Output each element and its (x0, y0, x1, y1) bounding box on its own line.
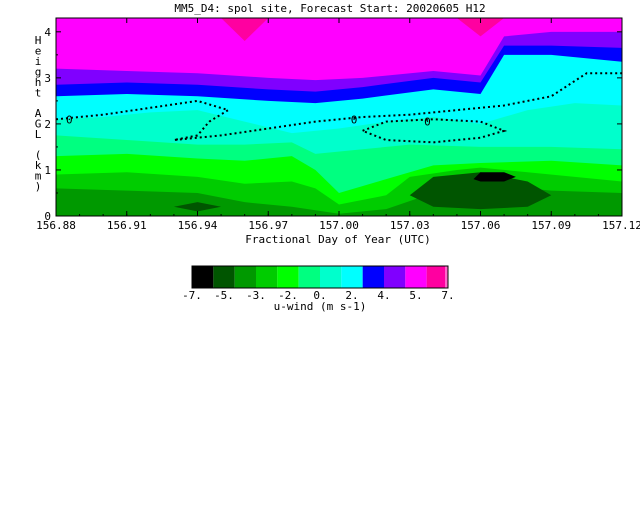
colorbar-swatch (362, 266, 384, 288)
x-axis-label: Fractional Day of Year (UTC) (245, 233, 430, 246)
y-tick-label: 4 (44, 26, 51, 39)
x-tick-label: 157.06 (461, 219, 501, 232)
colorbar-frame (191, 265, 449, 289)
y-axis-label-char: g (35, 66, 42, 79)
colorbar-tick-label: 2. (345, 289, 358, 302)
y-axis-label-char: A (35, 107, 42, 120)
colorbar-swatch (234, 266, 256, 288)
colorbar-swatch (213, 266, 235, 288)
colorbar-swatch (405, 266, 427, 288)
x-tick-label: 156.94 (178, 219, 218, 232)
x-tick-label: 156.88 (36, 219, 76, 232)
colorbar-swatch (341, 266, 363, 288)
y-tick-label: 1 (44, 164, 51, 177)
y-axis-label-char: e (35, 45, 42, 58)
colorbar-swatch (192, 266, 214, 288)
y-tick-label: 0 (44, 210, 51, 223)
y-tick-label: 3 (44, 72, 51, 85)
colorbar-tick-label: -2. (278, 289, 298, 302)
blob-top-hotpink-1 (221, 18, 269, 42)
colorbar-label: u-wind (m s-1) (274, 300, 367, 313)
chart-title: MM5_D4: spol site, Forecast Start: 20020… (174, 2, 485, 15)
blob-darkest-green (409, 172, 552, 210)
colorbar-tick-label: 0. (313, 289, 326, 302)
contour-label: 0 (66, 113, 73, 126)
colorbar-swatch (426, 266, 448, 288)
colorbar-tick-label: -7. (182, 289, 202, 302)
y-axis-label-char: ) (35, 180, 42, 193)
x-tick-label: 157.09 (531, 219, 571, 232)
colorbar-tick-label: 4. (377, 289, 390, 302)
x-tick-label: 156.91 (107, 219, 147, 232)
colorbar-swatch (277, 266, 299, 288)
colorbar-max-swatch (445, 266, 448, 288)
colorbar-swatch (256, 266, 278, 288)
x-axis: 156.88 156.91 156.94 156.97 157.00 157.03 157.… (36, 18, 640, 232)
colorbar-tick-label: -5. (214, 289, 234, 302)
y-axis-label-char: m (35, 170, 42, 183)
y-axis: 0 1 2 3 4 (44, 26, 622, 223)
colorbar-swatch (298, 266, 320, 288)
y-axis-label-char: h (35, 76, 42, 89)
x-tick-label: 157.12 (602, 219, 640, 232)
y-axis-label-char: t (35, 87, 42, 100)
colorbar-tick-label: 5. (409, 289, 422, 302)
y-axis-label-char: k (35, 159, 42, 172)
y-axis-label-char: ( (35, 149, 42, 162)
blob-lowleft (173, 202, 222, 212)
blob-black (473, 172, 516, 182)
x-tick-label: 157.00 (319, 219, 359, 232)
zero-contour-left (56, 72, 622, 142)
colorbar-tick-label: -3. (246, 289, 266, 302)
y-axis-label-char: G (35, 118, 42, 131)
colorbar-tick-label: 7. (441, 289, 454, 302)
colorbar: -7. -5. -3. -2. 0. 2. 4. 5. 7. (182, 265, 455, 302)
plot-area: 0 0 0 (56, 18, 622, 216)
colorbar-swatch (384, 266, 406, 288)
x-tick-label: 157.03 (390, 219, 430, 232)
blob-top-hotpink-2 (456, 18, 505, 37)
x-tick-label: 156.97 (248, 219, 288, 232)
zero-contour-loop (362, 118, 508, 144)
y-axis-label-char: H (35, 34, 42, 47)
y-tick-label: 2 (44, 118, 51, 131)
colorbar-swatch (320, 266, 342, 288)
contour-label: 0 (424, 116, 431, 129)
contour-label: 0 (351, 113, 358, 126)
y-axis-label-char: L (35, 128, 42, 141)
y-axis-label-char: i (35, 55, 42, 68)
heatmap-fill: 0 0 0 (56, 18, 622, 216)
